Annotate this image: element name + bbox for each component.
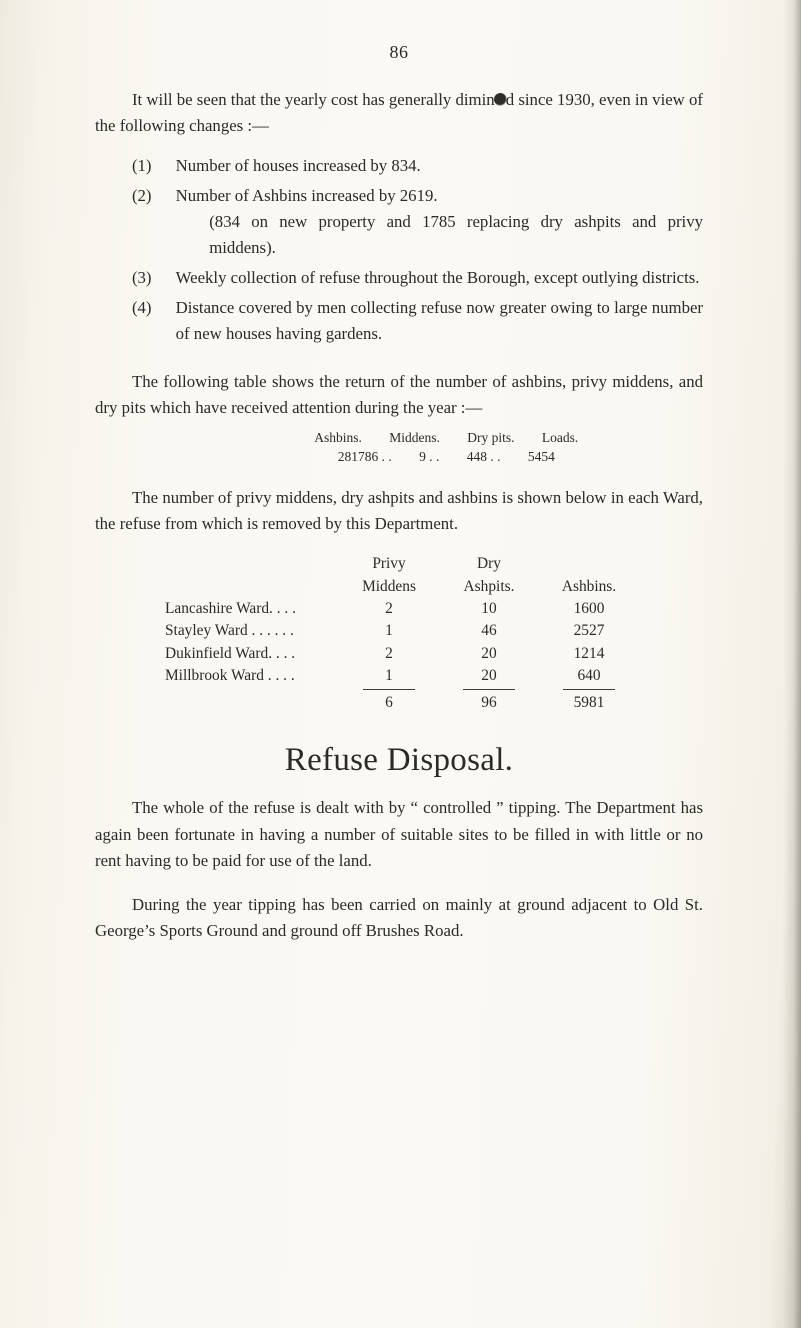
cell: Loads.	[530, 429, 590, 448]
cell: 1	[339, 665, 439, 687]
list-line: Number of Ashbins increased by 2619.	[176, 186, 438, 205]
cell: Middens	[339, 576, 439, 598]
cell: 5981	[539, 692, 639, 714]
list-item: (1) Number of houses increased by 834.	[95, 153, 703, 179]
page-number: 86	[95, 42, 703, 63]
text-block: 86 It will be seen that the yearly cost …	[95, 42, 703, 1288]
paragraph-5: During the year tipping has been carried…	[95, 892, 703, 944]
list-text: Distance covered by men collecting refus…	[176, 295, 703, 347]
list-item: (3) Weekly collection of refuse througho…	[95, 265, 703, 291]
horizontal-rule	[363, 689, 415, 690]
horizontal-rule	[463, 689, 515, 690]
cell: Dry	[439, 553, 539, 575]
table-row: Lancashire Ward. . . . 2 10 1600	[95, 598, 703, 620]
paragraph-1a: It will be seen that the yearly cost has…	[132, 90, 495, 109]
cell	[159, 692, 339, 714]
cell: 281786 . .	[326, 448, 404, 467]
paragraph-4: The whole of the refuse is dealt with by…	[95, 795, 703, 873]
horizontal-rule	[563, 689, 615, 690]
cell: 20	[439, 665, 539, 687]
cell: 46	[439, 620, 539, 642]
cell: 10	[439, 598, 539, 620]
list-number: (2)	[95, 183, 176, 261]
cell	[159, 553, 339, 575]
table-row: Stayley Ward . . . . . . 1 46 2527	[95, 620, 703, 642]
cell: Middens.	[377, 429, 452, 448]
cell: Privy	[339, 553, 439, 575]
cell: 448 . .	[455, 448, 513, 467]
ward-table: Privy Dry Middens Ashpits. Ashbins. Lanc…	[95, 553, 703, 714]
cell: 1214	[539, 643, 639, 665]
cell: Millbrook Ward . . . .	[159, 665, 339, 687]
cell: 5454	[516, 448, 567, 467]
list-item: (4) Distance covered by men collecting r…	[95, 295, 703, 347]
paragraph-2: The following table shows the return of …	[95, 369, 703, 421]
list-text: Weekly collection of refuse throughout t…	[176, 265, 703, 291]
cell: Dukinfield Ward. . . .	[159, 643, 339, 665]
cell: 2	[339, 643, 439, 665]
cell: 20	[439, 643, 539, 665]
table-row: Dukinfield Ward. . . . 2 20 1214	[95, 643, 703, 665]
list-number: (4)	[95, 295, 176, 347]
cell: 1	[339, 620, 439, 642]
document-page: 86 It will be seen that the yearly cost …	[0, 0, 801, 1328]
cell	[539, 553, 639, 575]
table-total-row: 6 96 5981	[95, 692, 703, 714]
cell: 2527	[539, 620, 639, 642]
cell: Ashbins.	[539, 576, 639, 598]
list-text: Number of houses increased by 834.	[176, 153, 703, 179]
cell: 1600	[539, 598, 639, 620]
year-table-row: 281786 . . 9 . . 448 . . 5454	[190, 448, 704, 467]
paragraph-1: It will be seen that the yearly cost has…	[95, 87, 703, 139]
numbered-list: (1) Number of houses increased by 834. (…	[95, 153, 703, 347]
list-text: Number of Ashbins increased by 2619. (83…	[176, 183, 703, 261]
section-title: Refuse Disposal.	[95, 742, 703, 779]
cell: Ashbins.	[302, 429, 374, 448]
cell: 2	[339, 598, 439, 620]
year-table-head: Ashbins. Middens. Dry pits. Loads.	[190, 429, 704, 448]
list-item: (2) Number of Ashbins increased by 2619.…	[95, 183, 703, 261]
list-number: (1)	[95, 153, 176, 179]
cell: Dry pits.	[455, 429, 526, 448]
cell: 640	[539, 665, 639, 687]
cell: Ashpits.	[439, 576, 539, 598]
list-continuation: (834 on new property and 1785 replacing …	[209, 209, 703, 261]
cell: Lancashire Ward. . . .	[159, 598, 339, 620]
cell	[159, 576, 339, 598]
cell: 9 . .	[407, 448, 451, 467]
paragraph-3: The number of privy middens, dry ashpits…	[95, 485, 703, 537]
table-row: Millbrook Ward . . . . 1 20 640	[95, 665, 703, 687]
list-number: (3)	[95, 265, 176, 291]
table-head-row: Middens Ashpits. Ashbins.	[95, 576, 703, 598]
cell: 6	[339, 692, 439, 714]
cell: 96	[439, 692, 539, 714]
cell: Stayley Ward . . . . . .	[159, 620, 339, 642]
table-head-row: Privy Dry	[95, 553, 703, 575]
